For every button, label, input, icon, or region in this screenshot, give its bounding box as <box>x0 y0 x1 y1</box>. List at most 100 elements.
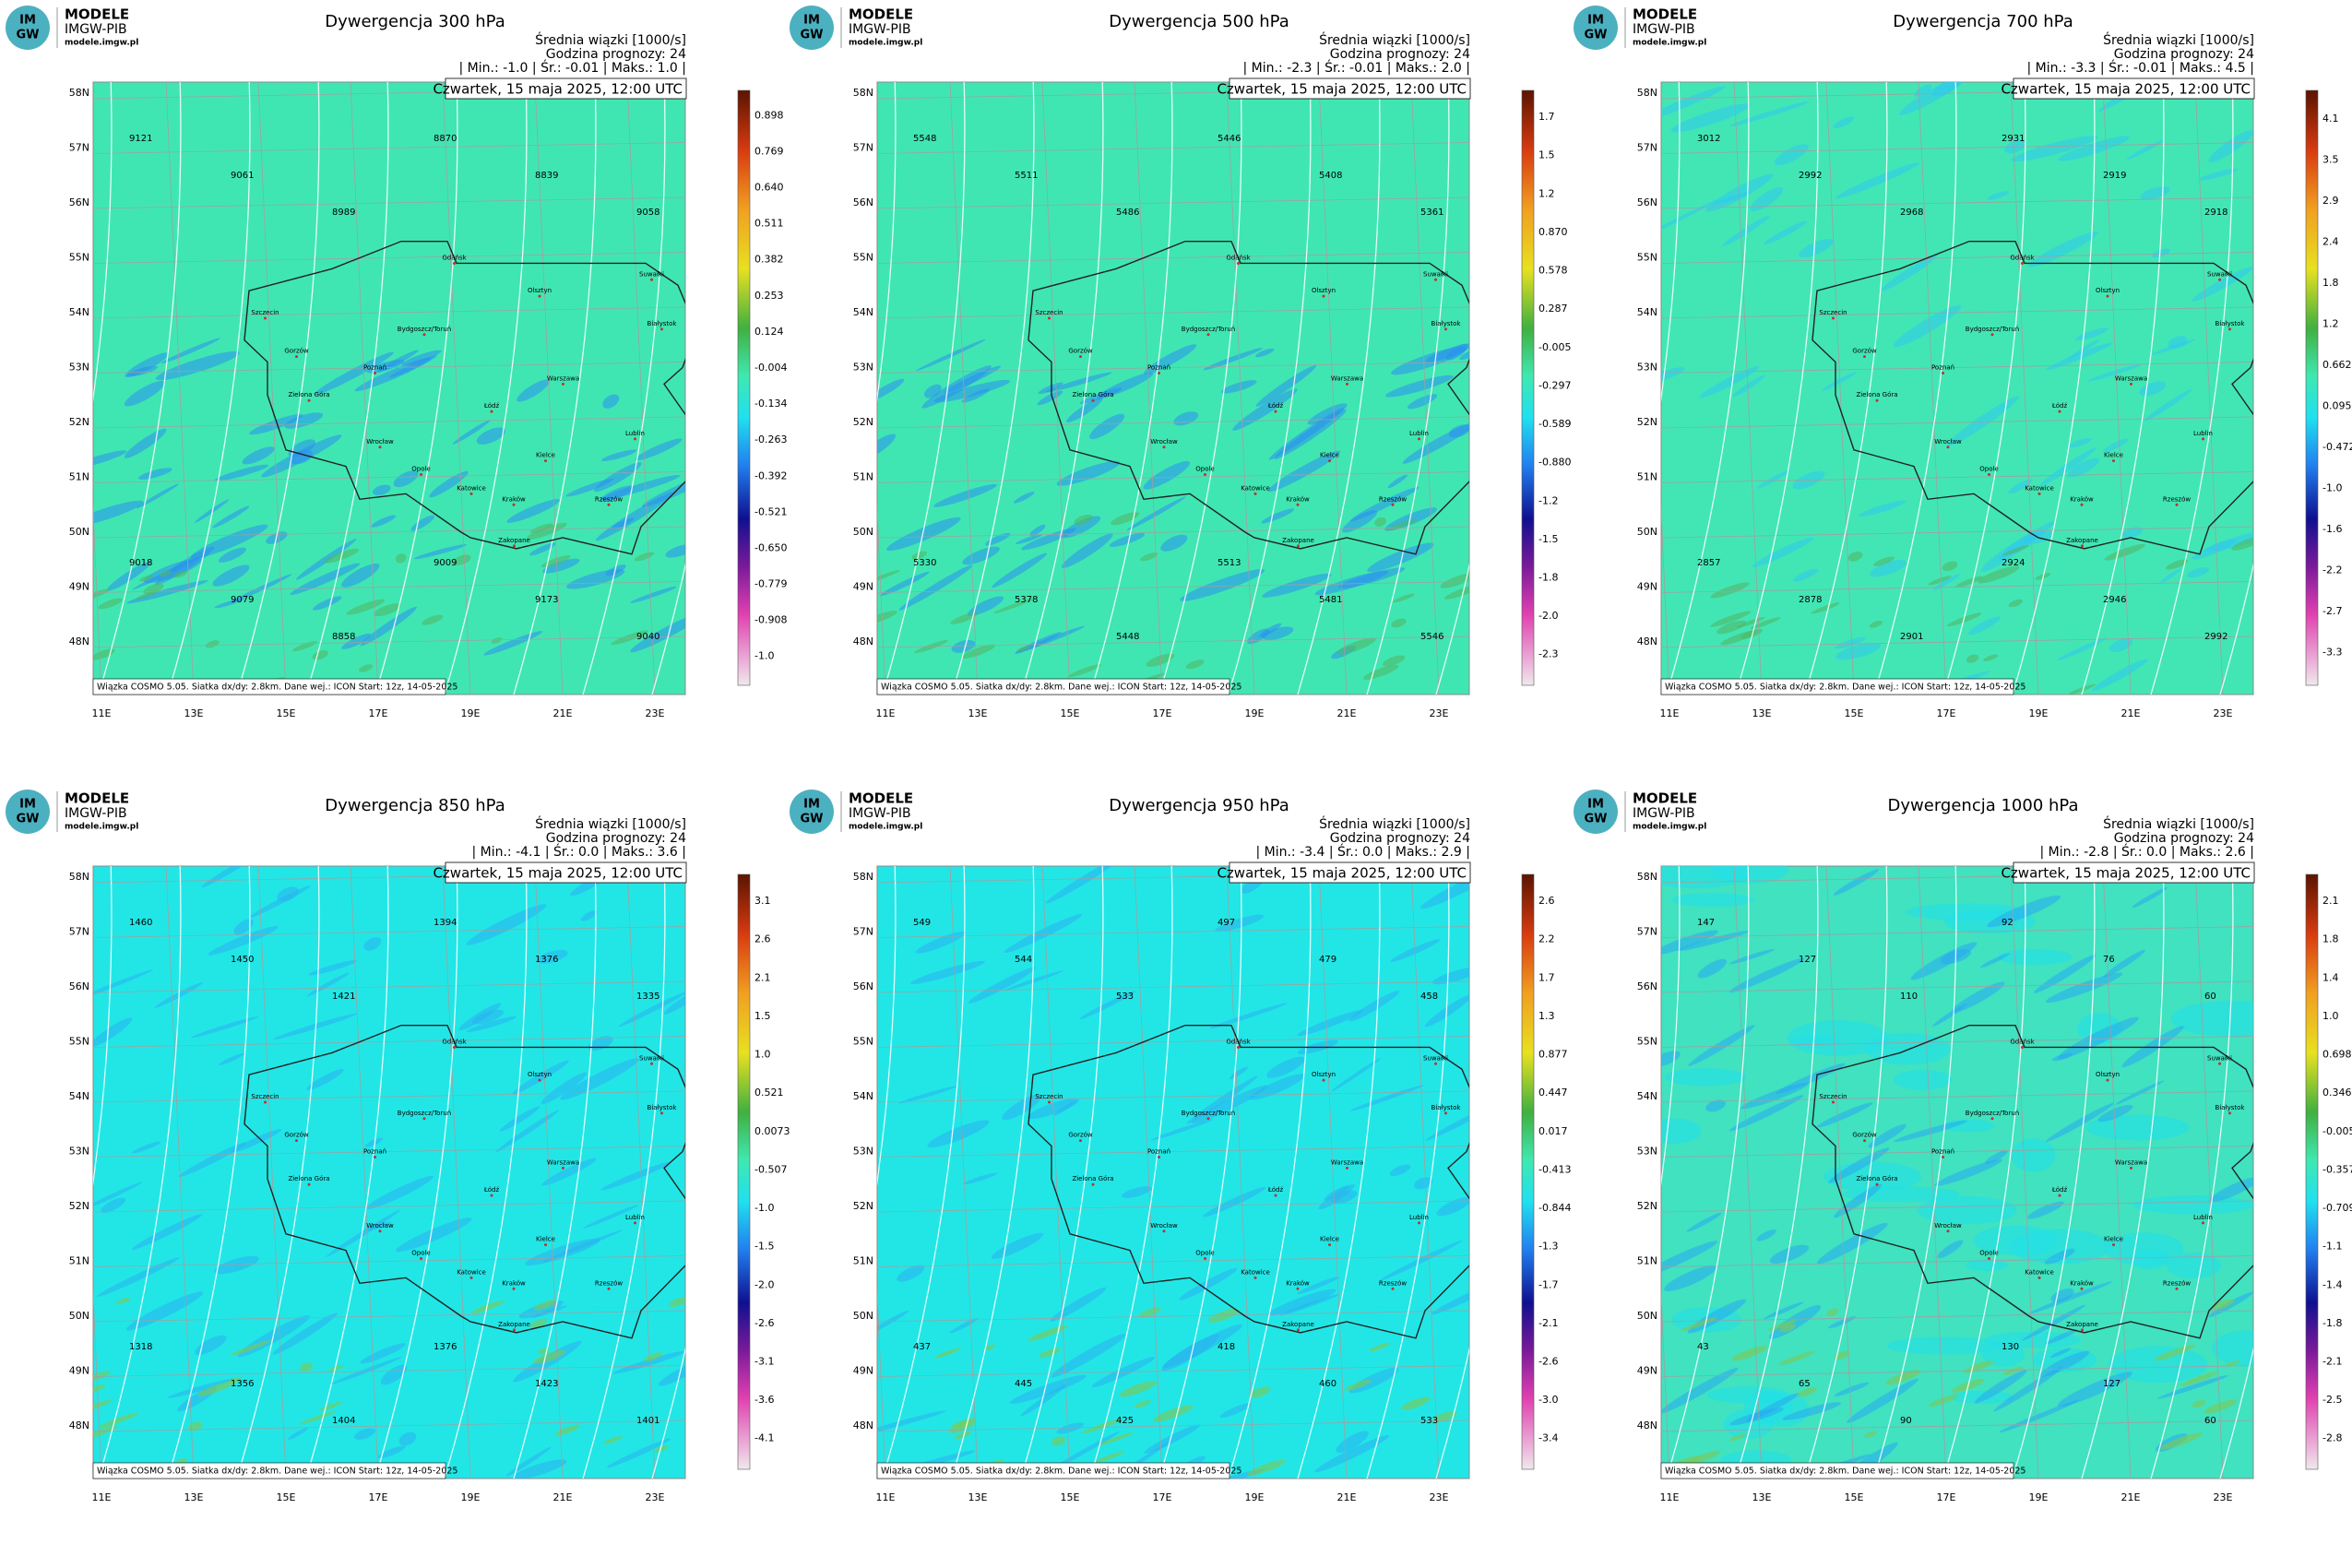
lon-label: 13E <box>968 707 988 719</box>
city-dot <box>1832 316 1835 320</box>
graticule <box>1318 82 1348 695</box>
divergence-streak <box>2086 363 2142 382</box>
city-dot <box>1158 1155 1160 1158</box>
isohypse <box>444 82 528 695</box>
lon-label: 19E <box>1245 707 1265 719</box>
lon-label: 21E <box>2121 707 2141 719</box>
logo-badge <box>790 6 834 50</box>
convergence-streak <box>669 1297 685 1308</box>
city-label: Gorzów <box>284 348 309 355</box>
country-border <box>244 240 685 555</box>
logo-brand: MODELE <box>849 790 913 807</box>
convergence-streak <box>877 570 900 583</box>
colorbar-label: -1.3 <box>1538 1241 1558 1253</box>
forecast-hour: Godzina prognozy: 24 <box>1330 47 1470 62</box>
city-dot <box>2130 1166 2132 1170</box>
isohypse <box>1804 866 1888 1479</box>
footer-box <box>92 678 446 695</box>
convergence-streak <box>2104 543 2145 561</box>
lat-label: 58N <box>1637 871 1657 883</box>
convergence-streak <box>422 614 444 625</box>
convergence-streak <box>1249 1386 1271 1398</box>
lat-label: 55N <box>853 1036 873 1048</box>
divergence-streak <box>886 517 961 552</box>
isohypse <box>1661 82 1681 402</box>
isohypse <box>951 82 1035 695</box>
city-label: Gdańsk <box>442 254 467 261</box>
divergence-streak <box>1764 1301 1804 1320</box>
graticule <box>1661 416 2253 429</box>
divergence-streak <box>1051 1334 1126 1378</box>
convergence-streak <box>2008 599 2023 608</box>
divergence-streak <box>1314 570 1389 596</box>
graticule <box>1661 1200 2253 1213</box>
city-label: Wrocław <box>1150 1222 1178 1229</box>
divergence-streak <box>1756 1229 1776 1241</box>
contour-label: 425 <box>1116 1416 1134 1426</box>
city-label: Wrocław <box>1934 1222 1962 1229</box>
divergence-streak <box>131 1214 203 1250</box>
divergence-streak <box>1661 367 1685 385</box>
divergence-streak <box>880 571 930 597</box>
graticule <box>93 1286 102 1479</box>
convergence-streak <box>1111 512 1140 526</box>
city-dot <box>1204 1257 1206 1261</box>
divergence-streak <box>1160 534 1188 552</box>
lat-label: 53N <box>1637 362 1657 374</box>
isohypse <box>1804 82 1888 695</box>
city-label: Łódź <box>2051 402 2068 410</box>
divergence-streak <box>1079 991 1135 1020</box>
colorbar-label: -0.779 <box>754 578 787 590</box>
city-label: Bydgoszcz/Toruń <box>1182 326 1235 333</box>
divergence-streak <box>537 949 568 964</box>
lat-label: 50N <box>69 1310 89 1322</box>
isohypse <box>1435 563 1469 695</box>
city-dot <box>660 1111 663 1115</box>
divergence-streak <box>194 499 230 523</box>
city-dot <box>1297 544 1300 548</box>
lat-label: 52N <box>1637 1200 1657 1212</box>
colorbar <box>1521 873 1535 1470</box>
stats: | Min.: -2.3 | Śr.: -0.01 | Maks.: 2.0 | <box>1243 59 1470 76</box>
lon-label: 23E <box>2214 1491 2233 1503</box>
colorbar-label: 2.6 <box>1538 895 1555 907</box>
divergence-streak <box>1066 398 1103 422</box>
convergence-streak <box>1345 1379 1372 1391</box>
divergence-streak <box>1425 343 1469 362</box>
convergence-streak <box>1098 1431 1134 1446</box>
city-dot <box>422 333 426 337</box>
isohypse <box>2150 866 2234 1479</box>
lon-label: 13E <box>1752 707 1772 719</box>
divergence-streak <box>612 1350 685 1374</box>
city-dot <box>1328 459 1331 463</box>
convergence-streak <box>2165 559 2189 570</box>
convergence-streak <box>1051 1436 1066 1446</box>
colorbar-label: 1.8 <box>2322 933 2339 945</box>
city-label: Kielce <box>536 452 555 459</box>
divergence-streak <box>1661 1368 1739 1414</box>
convergence-streak <box>529 523 553 533</box>
city-dot <box>453 261 456 265</box>
panel-title: Dywergencja 1000 hPa <box>1888 796 2079 815</box>
city-dot <box>1162 445 1166 449</box>
divergence-streak <box>295 539 357 580</box>
forecast-hour: Godzina prognozy: 24 <box>2114 831 2254 846</box>
city-label: Gorzów <box>284 1132 309 1139</box>
subtitle: Średnia wiązki [1000/s] <box>535 31 686 48</box>
graticule <box>877 252 1469 264</box>
colorbar-label: -3.1 <box>754 1355 774 1367</box>
divergence-streak <box>1004 914 1083 954</box>
city-dot <box>2081 1328 2084 1332</box>
divergence-streak <box>190 1016 259 1039</box>
city-dot <box>2202 437 2204 441</box>
divergence-streak <box>178 1142 247 1178</box>
contour-label: 2931 <box>2002 134 2025 144</box>
contour-label: 5378 <box>1015 595 1038 605</box>
lon-label: 21E <box>553 1491 573 1503</box>
city-dot <box>1274 1194 1277 1197</box>
city-label: Opole <box>411 466 431 473</box>
graticule <box>93 252 685 264</box>
graticule <box>1733 82 1763 695</box>
colorbar-label: -3.3 <box>2322 646 2342 658</box>
